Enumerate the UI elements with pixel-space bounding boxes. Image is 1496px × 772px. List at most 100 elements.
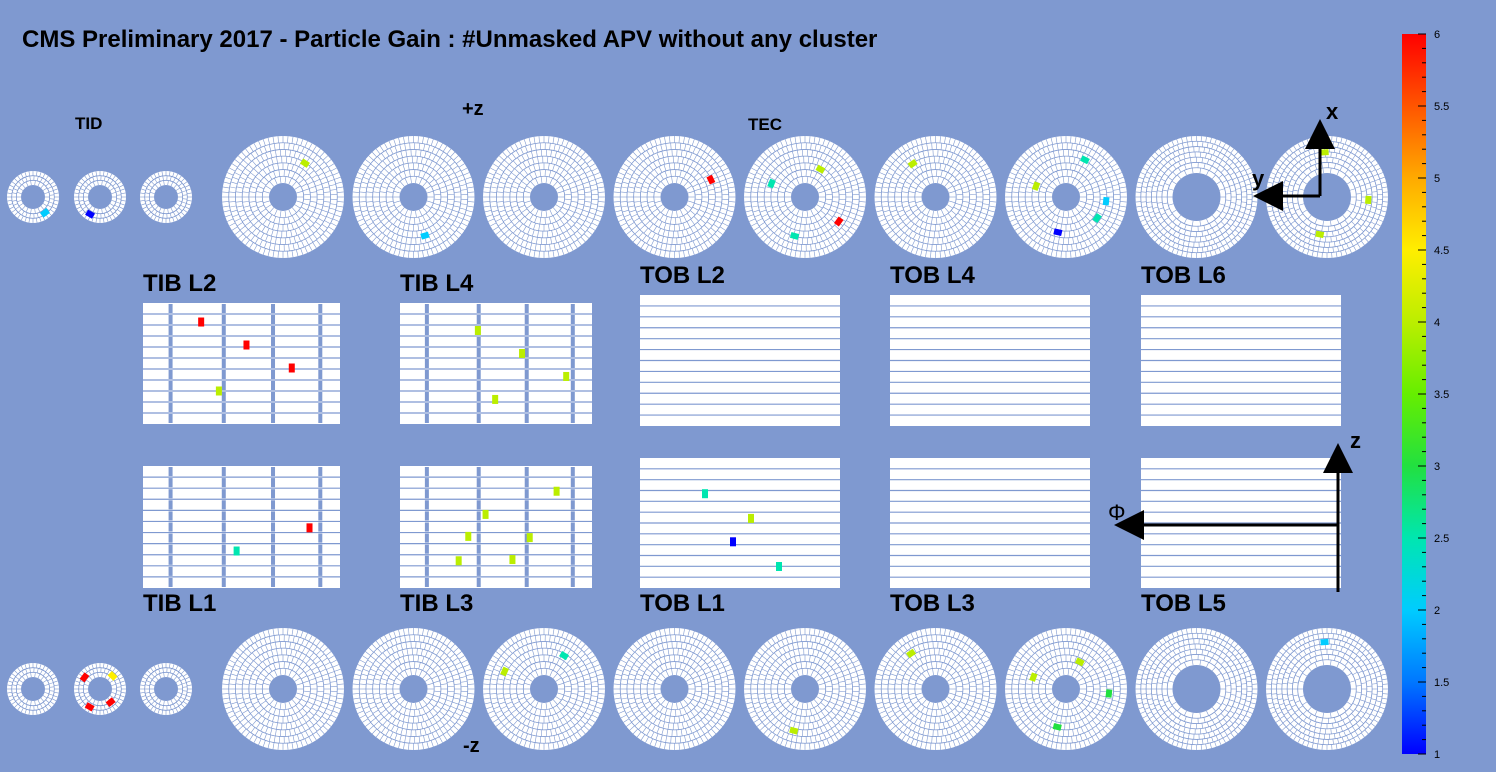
disk-module-edge	[249, 191, 256, 194]
disk-module-edge	[115, 190, 121, 193]
disk-module-edge	[558, 234, 562, 242]
disk-module-edge	[947, 221, 952, 228]
disk-module-edge	[943, 222, 947, 230]
disk-module-edge	[483, 191, 490, 193]
disk-module-edge	[698, 209, 706, 213]
disk-module-edge	[310, 191, 317, 194]
disk-module-edge	[714, 233, 720, 239]
disk-module-edge	[163, 208, 165, 214]
disk-module-edge	[693, 163, 699, 170]
disk-module-edge	[951, 169, 956, 175]
disk-module-edge	[1033, 205, 1041, 208]
disk-module-edge	[590, 184, 597, 187]
disk-module-edge	[530, 236, 534, 243]
disk-module-edge	[944, 172, 948, 179]
disk-module-edge	[693, 216, 699, 222]
disk-module-edge	[585, 169, 592, 174]
disk-module-edge	[236, 167, 243, 172]
disk-module-edge	[573, 224, 579, 230]
disk-module-edge	[1085, 188, 1093, 192]
disk-module-edge	[807, 156, 810, 164]
disk-module-edge	[713, 181, 720, 185]
disk-module-edge	[685, 151, 688, 158]
disk-module-edge	[551, 230, 554, 237]
disk-module-edge	[938, 156, 940, 164]
disk-module-edge	[649, 204, 656, 209]
disk-module-edge	[647, 200, 655, 203]
disk-module-edge	[587, 216, 594, 220]
disk-module-edge	[772, 205, 780, 208]
disk-module-edge	[1081, 169, 1087, 175]
disk-module-edge	[158, 212, 161, 218]
disk-module-edge	[761, 213, 769, 218]
disk-module-edge	[287, 216, 291, 224]
disk-module-edge	[442, 145, 448, 152]
disk-module-edge	[87, 173, 91, 179]
disk-module-edge	[255, 212, 261, 218]
disk-module-edge	[1026, 205, 1034, 208]
disk-module-edge	[944, 181, 950, 187]
disk-module-edge	[825, 193, 833, 196]
disk-module-edge	[528, 166, 532, 173]
disk-module-edge	[517, 157, 522, 164]
disk-module-edge	[948, 200, 956, 204]
disk-module-edge	[1086, 198, 1094, 201]
disk-module-edge	[641, 172, 648, 177]
disk-module-edge	[417, 251, 419, 258]
disk-module-edge	[572, 174, 579, 179]
disk-module-edge	[539, 217, 542, 225]
disk-module-edge	[37, 181, 41, 187]
disk-module-edge	[982, 203, 990, 205]
disk-module-edge	[552, 172, 557, 179]
apv-mark	[39, 208, 50, 218]
disk-module-edge	[948, 137, 951, 145]
disk-module-edge	[650, 216, 656, 222]
disk-module-edge	[149, 200, 155, 202]
disk-module-edge	[899, 156, 905, 162]
disk-module-edge	[882, 205, 889, 208]
disk-module-edge	[303, 198, 311, 201]
disk-module-edge	[245, 148, 250, 155]
disk-module-edge	[917, 204, 924, 209]
disk-module-edge	[271, 157, 274, 165]
disk-module-edge	[392, 226, 397, 233]
disk-module-edge	[714, 186, 722, 189]
disk-module-edge	[925, 216, 929, 223]
disk-module-edge	[831, 236, 836, 243]
disk-module-edge	[636, 148, 642, 155]
disk-module-edge	[495, 172, 502, 176]
disk-module-edge	[37, 207, 41, 213]
disk-module-edge	[690, 210, 696, 216]
disk-module-edge	[223, 210, 231, 213]
disk-module-edge	[961, 205, 969, 208]
disk-module-edge	[812, 230, 815, 237]
disk-module-edge	[837, 183, 844, 187]
disk-module-edge	[773, 227, 779, 234]
disk-module-edge	[523, 169, 529, 175]
disk-module-edge	[1091, 186, 1099, 189]
disk-module-edge	[519, 216, 525, 222]
disk-module-edge	[791, 151, 795, 158]
disk-module-edge	[497, 205, 505, 208]
disk-module-edge	[659, 173, 664, 180]
disk-module-edge	[1035, 209, 1042, 213]
disk-module-edge	[466, 210, 473, 213]
disk-module-edge	[679, 143, 682, 150]
disk-module-edge	[47, 204, 52, 208]
disk-module-edge	[146, 203, 151, 206]
disk-module-edge	[184, 206, 190, 210]
disk-module-edge	[656, 185, 663, 190]
disk-module-edge	[1025, 201, 1033, 203]
disk-module-edge	[724, 218, 731, 222]
disk-module-edge	[434, 198, 441, 201]
disk-module-edge	[700, 143, 704, 150]
disk-module-edge	[335, 210, 343, 213]
disk-module-edge	[799, 224, 802, 231]
disk-module-edge	[75, 203, 80, 206]
disk-module-edge	[915, 169, 920, 175]
disk-module-edge	[636, 181, 643, 185]
disk-module-edge	[643, 209, 651, 213]
disk-module-edge	[774, 209, 781, 213]
disk-module-edge	[964, 145, 970, 152]
disk-module-edge	[398, 249, 401, 257]
